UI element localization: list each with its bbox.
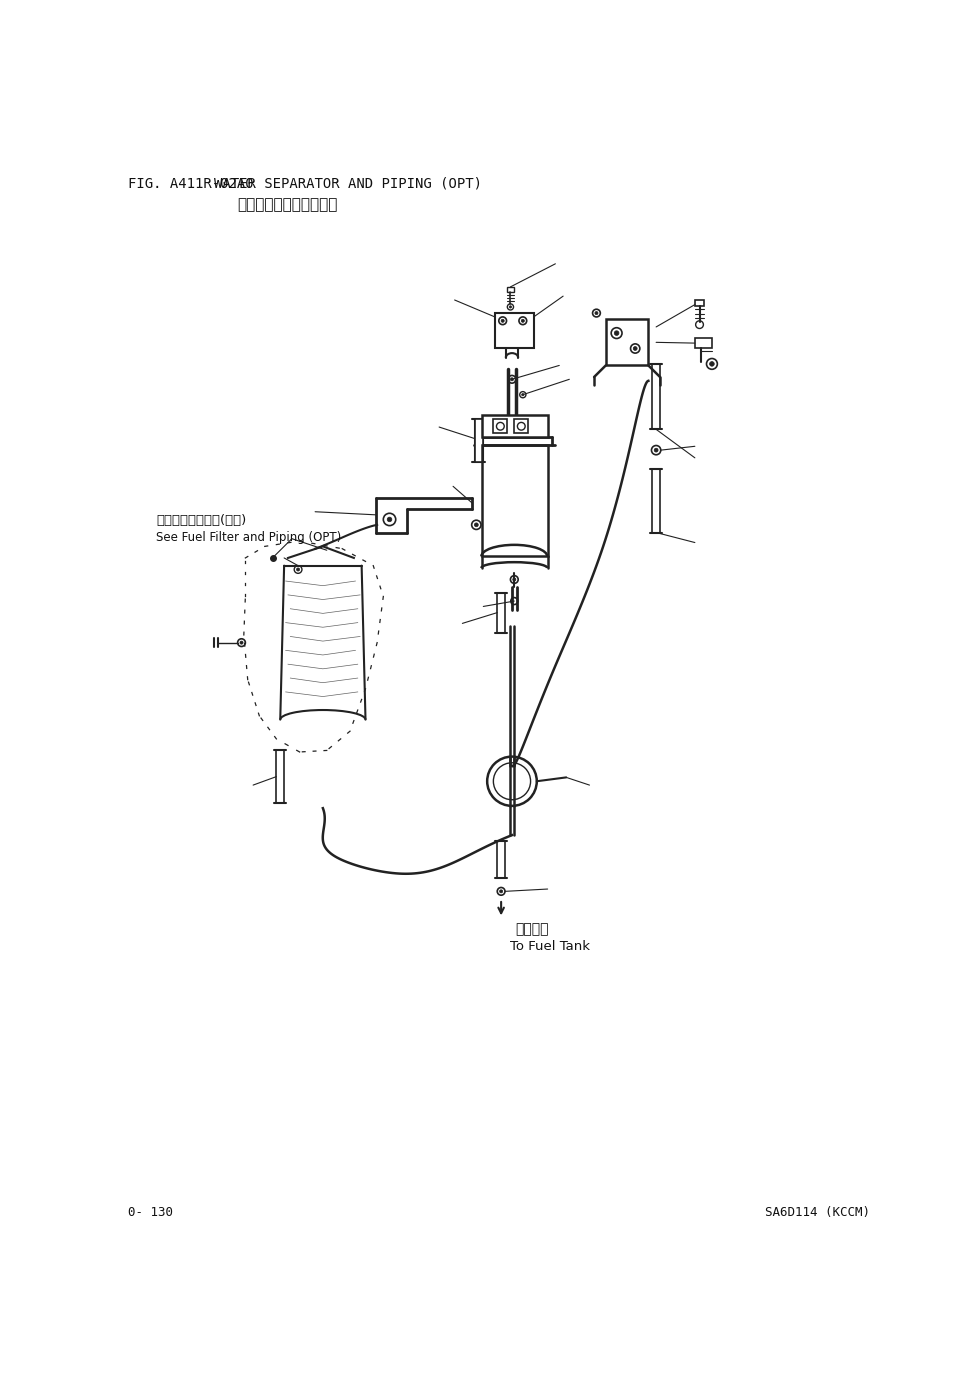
Text: FIG. A411R-02A0: FIG. A411R-02A0 xyxy=(127,176,253,191)
Bar xyxy=(606,319,649,365)
Circle shape xyxy=(710,362,715,366)
Text: 0- 130: 0- 130 xyxy=(127,1206,173,1219)
Bar xyxy=(495,313,534,348)
Bar xyxy=(277,750,285,803)
Circle shape xyxy=(499,890,503,892)
Bar xyxy=(493,420,507,434)
Bar xyxy=(497,592,505,632)
Bar xyxy=(482,445,548,556)
Circle shape xyxy=(521,319,524,322)
Bar xyxy=(482,416,548,437)
Text: SA6D114 (KCCM): SA6D114 (KCCM) xyxy=(764,1206,870,1219)
Circle shape xyxy=(296,567,300,571)
Bar xyxy=(497,841,505,879)
Text: See Fuel Filter and Piping (OPT): See Fuel Filter and Piping (OPT) xyxy=(156,532,342,544)
Circle shape xyxy=(521,394,524,395)
Circle shape xyxy=(387,518,392,522)
Bar xyxy=(515,420,528,434)
Bar xyxy=(653,470,660,533)
Text: 参见燃油滤及管路(选装): 参见燃油滤及管路(选装) xyxy=(156,514,247,527)
Circle shape xyxy=(513,578,516,581)
Circle shape xyxy=(595,311,598,314)
Bar xyxy=(475,420,483,461)
Text: WATER SEPARATOR AND PIPING (OPT): WATER SEPARATOR AND PIPING (OPT) xyxy=(215,176,483,191)
Bar xyxy=(507,286,514,292)
Circle shape xyxy=(654,449,658,452)
Circle shape xyxy=(475,523,479,527)
Text: 到燃油筒: 到燃油筒 xyxy=(515,923,549,936)
Circle shape xyxy=(509,306,512,308)
Circle shape xyxy=(501,319,504,322)
Bar xyxy=(695,339,712,348)
Circle shape xyxy=(615,330,619,336)
Circle shape xyxy=(511,377,514,381)
Circle shape xyxy=(633,347,637,350)
Text: 水分离器和管道（选装）: 水分离器和管道（选装） xyxy=(238,197,338,212)
Text: To Fuel Tank: To Fuel Tank xyxy=(511,940,590,953)
Bar xyxy=(695,300,704,306)
Bar xyxy=(653,364,660,430)
Circle shape xyxy=(240,642,243,644)
